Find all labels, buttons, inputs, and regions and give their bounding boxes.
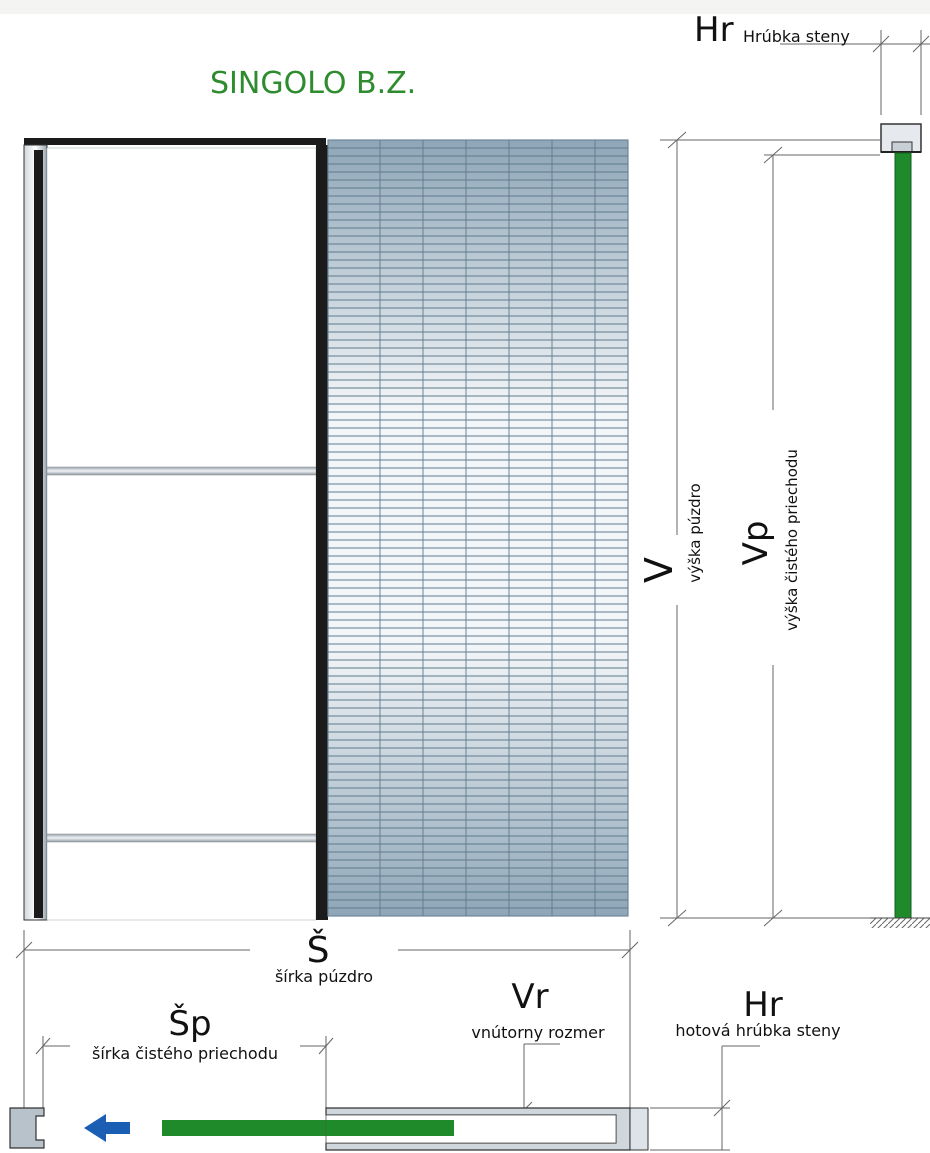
middle-rail-lower — [46, 833, 317, 843]
vr-symbol: Vr — [511, 977, 548, 1017]
front-view — [23, 138, 629, 921]
mesh-grid — [328, 140, 628, 916]
s-symbol: Š — [307, 929, 330, 971]
hr-bottom-symbol: Hr — [743, 985, 783, 1025]
plan-view — [9, 1107, 649, 1151]
sp-text: šírka čistého priechodu — [92, 1044, 278, 1063]
hr-bottom-text: hotová hrúbka steny — [675, 1021, 840, 1040]
top-rail — [24, 138, 326, 145]
vr-text: vnútorny rozmer — [471, 1023, 605, 1042]
title: SINGOLO B.Z. — [210, 66, 416, 101]
right-post — [316, 145, 328, 920]
hr-top-symbol: Hr — [694, 10, 734, 50]
hr-top-dimension — [780, 30, 930, 115]
left-jamb-profile — [9, 1107, 45, 1149]
hr-bottom-dimension — [650, 1045, 760, 1151]
left-post-core — [34, 150, 43, 918]
vp-text: výška čistého priechodu — [783, 449, 801, 631]
vp-symbol: Vp — [736, 521, 776, 566]
mesh-cassette — [327, 139, 629, 917]
side-section — [870, 123, 930, 928]
middle-rail-upper — [46, 466, 317, 476]
vertical-dimensions — [660, 131, 880, 927]
floor-hatch — [870, 918, 930, 928]
side-door — [894, 152, 912, 919]
sp-dimension — [35, 1036, 334, 1108]
top-band — [0, 0, 930, 14]
s-text: šírka púzdro — [275, 967, 373, 986]
s-dimension — [15, 930, 639, 1128]
hr-top-text: Hrúbka steny — [743, 27, 850, 46]
v-text: výška púzdro — [686, 483, 704, 582]
sp-symbol: Šp — [168, 1003, 211, 1044]
arrow-left-icon — [84, 1114, 130, 1142]
opening — [46, 147, 317, 921]
v-symbol: V — [637, 557, 681, 583]
